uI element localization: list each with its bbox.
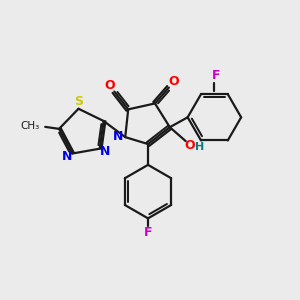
Text: CH₃: CH₃ <box>20 121 39 131</box>
Text: O: O <box>169 75 179 88</box>
Text: O: O <box>104 79 115 92</box>
Text: F: F <box>212 69 220 82</box>
Text: N: N <box>100 145 110 158</box>
Text: F: F <box>144 226 152 239</box>
Text: N: N <box>113 130 124 142</box>
Text: H: H <box>195 142 204 152</box>
Text: O: O <box>184 139 195 152</box>
Text: S: S <box>74 95 83 108</box>
Text: N: N <box>62 150 72 163</box>
